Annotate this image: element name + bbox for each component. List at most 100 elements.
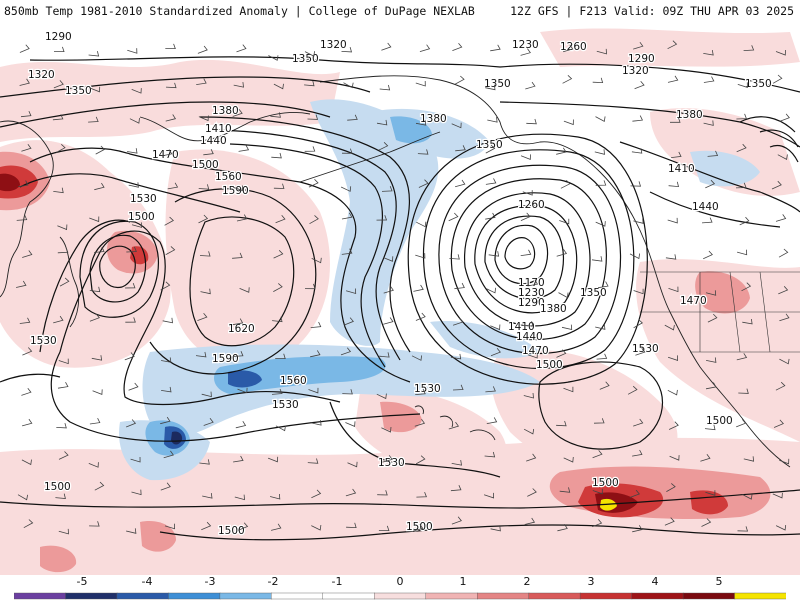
wind-barb [341,148,353,154]
anomaly-warm-region [40,545,77,573]
wind-barb [773,419,784,428]
contour-label: 1500 [192,159,219,171]
wind-barb [160,281,171,291]
contour-label: 1320 [320,39,347,51]
wind-barb [376,119,388,126]
contour-label: 1470 [680,295,707,307]
wind-barb [271,152,282,159]
wind-barb [559,218,570,225]
wind-barb [275,353,286,360]
contour-line [29,56,501,68]
wind-barb [311,420,322,426]
colorbar-segment [528,592,581,600]
contour-label: 1500 [406,521,433,533]
wind-barb [735,182,747,189]
wind-barb [414,418,426,427]
contour-line [0,101,331,128]
colorbar-segment [116,592,170,600]
wind-barb [203,418,214,426]
wind-barb [671,151,682,158]
wind-barb [94,182,105,191]
wind-barb [448,212,459,222]
contour-label: 1410 [205,123,232,135]
wind-barb [161,386,172,393]
wind-barb [275,215,286,224]
wind-barb [20,110,32,118]
wind-barb [595,221,606,227]
wind-barb [455,75,465,85]
contour-label: 1500 [128,211,155,223]
colorbar-segment [65,592,118,600]
wind-barb [490,324,501,331]
anomaly-cold-region [390,116,432,144]
wind-barb [131,222,143,228]
wind-barb [772,74,783,84]
wind-barb [701,518,712,527]
colorbar-segment [271,592,324,600]
colorbar-label: 3 [587,575,595,588]
wind-barb [125,317,136,323]
anomaly-warm-region [636,259,800,442]
contour-line [619,141,800,213]
contour-label: 1350 [745,78,772,90]
wind-barb [485,386,496,393]
wind-barb [520,249,532,256]
wind-barb [125,419,137,428]
wind-barb [57,247,69,254]
wind-barb [633,418,644,427]
contour-line [159,524,800,541]
wind-barb [632,115,644,122]
wind-barb [53,315,64,324]
wind-barb [58,358,69,365]
wind-barb [779,358,790,365]
wind-barb [737,82,748,88]
contour-label: 1440 [692,201,719,213]
contour-line [89,234,147,303]
wind-barb [486,417,498,424]
colorbar-label: 2 [523,575,531,588]
contour-label: 1530 [632,343,659,355]
wind-barb [381,426,392,433]
wind-barb [630,181,642,187]
contour-line [739,116,799,163]
contour-label: 1380 [212,105,239,117]
wind-barb [450,485,462,492]
contour-label: 1350 [484,78,511,90]
wind-barb [527,279,539,287]
contour-label: 1500 [536,359,563,371]
wind-barb [232,318,244,326]
wind-barb [56,422,67,429]
contour-label: 1500 [706,415,733,427]
wind-barb [419,44,431,52]
wind-barb [379,352,390,358]
wind-barb [594,149,605,155]
wind-barb [669,455,680,461]
wind-barb [627,385,638,395]
wind-barb [340,186,352,192]
anomaly-warm-region [650,108,800,196]
wind-barb [23,519,34,529]
wind-barb [667,75,679,83]
wind-barb [527,488,537,497]
wind-barb [703,120,714,126]
wind-barb [89,521,100,527]
contour-label: 1530 [130,193,157,205]
colorbar-segment [631,592,684,600]
wind-barb [556,420,567,427]
wind-barb [128,382,139,391]
contour-line [229,143,386,368]
wind-barb [741,282,752,292]
contour-label: 1350 [292,53,319,65]
wind-barb [19,44,30,53]
wind-barb [379,84,391,91]
contour-line [99,245,136,289]
anomaly-hot-core [600,498,617,511]
colorbar-segment [734,592,786,600]
wind-barb [232,185,243,192]
contour-label: 1530 [378,457,405,469]
contour-label: 1290 [45,31,72,43]
contour-line [422,149,635,369]
wind-barb [233,82,244,88]
wind-barb [236,214,248,222]
wind-barb [667,355,679,361]
